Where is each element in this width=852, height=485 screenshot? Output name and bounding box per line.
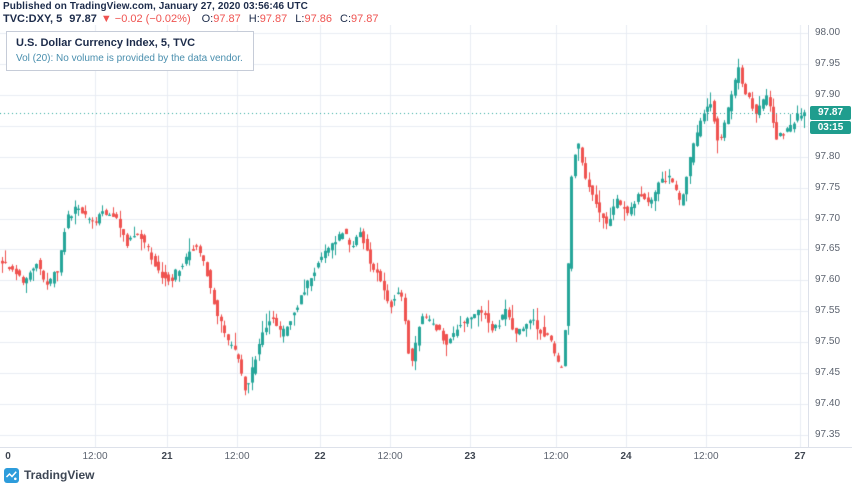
- price-change: ▼ −0.02 (−0.02%): [100, 13, 191, 25]
- tradingview-brand[interactable]: TradingView: [24, 468, 95, 482]
- y-axis-label: 97.90: [815, 88, 841, 100]
- y-axis-label: 97.95: [815, 57, 841, 69]
- x-axis-label: 12:00: [377, 451, 403, 462]
- price-axis[interactable]: 97.87 03:15 98.0097.9597.9097.8597.8097.…: [808, 25, 852, 447]
- chart-header: Published on TradingView.com, January 27…: [0, 0, 852, 25]
- y-axis-label: 97.70: [815, 212, 841, 224]
- symbol-name: TVC:DXY, 5: [3, 13, 63, 25]
- close-label: C:: [340, 13, 352, 25]
- ticker-line: TVC:DXY, 5 97.87 ▼ −0.02 (−0.02%) O:97.87 H:…: [3, 13, 387, 25]
- tradingview-logo-icon[interactable]: [4, 467, 19, 483]
- y-axis-label: 97.45: [815, 367, 841, 379]
- y-axis-label: 97.65: [815, 243, 841, 255]
- legend-volume-note: Vol (20): No volume is provided by the d…: [16, 53, 243, 64]
- close-value: 97.87: [351, 13, 379, 25]
- time-axis[interactable]: 0 12:00 21 12:00 22 12:00 23 12:00 24 12:00 27: [0, 447, 852, 465]
- x-axis-label: 0: [5, 451, 11, 462]
- legend-title: U.S. Dollar Currency Index, 5, TVC: [16, 37, 196, 49]
- ohlc-open: O:97.87: [202, 13, 241, 25]
- x-axis-label: 23: [464, 451, 476, 462]
- y-axis-label: 97.35: [815, 429, 841, 440]
- x-axis-label: 21: [161, 451, 173, 462]
- y-axis-label: 97.50: [815, 336, 841, 348]
- x-axis-label: 12:00: [224, 451, 250, 462]
- bar-countdown-tag: 03:15: [810, 121, 851, 135]
- last-price-tag: 97.87: [810, 106, 851, 121]
- y-axis-label: 97.75: [815, 181, 841, 193]
- publish-info: Published on TradingView.com, January 27…: [3, 1, 308, 12]
- low-label: L:: [295, 13, 305, 25]
- y-axis-label: 97.40: [815, 398, 841, 410]
- open-value: 97.87: [213, 13, 241, 25]
- ohlc-close: C:97.87: [340, 13, 379, 25]
- ohlc-high: H:97.87: [249, 13, 288, 25]
- x-axis-label: 27: [794, 451, 806, 462]
- x-axis-label: 12:00: [82, 451, 108, 462]
- high-value: 97.87: [259, 13, 288, 25]
- open-label: O:: [201, 13, 214, 25]
- high-label: H:: [248, 13, 260, 25]
- last-price: 97.87: [69, 13, 97, 25]
- x-axis-label: 12:00: [543, 451, 569, 462]
- x-axis-label: 24: [620, 451, 632, 462]
- x-axis-label: 22: [314, 451, 326, 462]
- y-axis-label: 97.60: [815, 274, 841, 286]
- footer: TradingView: [0, 465, 852, 485]
- ohlc-low: L:97.86: [295, 13, 332, 25]
- low-value: 97.86: [304, 13, 333, 25]
- chart-plot-area[interactable]: U.S. Dollar Currency Index, 5, TVC Vol (…: [0, 25, 808, 447]
- y-axis-label: 97.80: [815, 150, 841, 162]
- chart-legend: U.S. Dollar Currency Index, 5, TVC Vol (…: [6, 31, 254, 71]
- x-axis-label: 12:00: [693, 451, 719, 462]
- candlestick-canvas[interactable]: [0, 25, 808, 447]
- y-axis-label: 98.00: [815, 27, 841, 38]
- y-axis-label: 97.55: [815, 305, 841, 317]
